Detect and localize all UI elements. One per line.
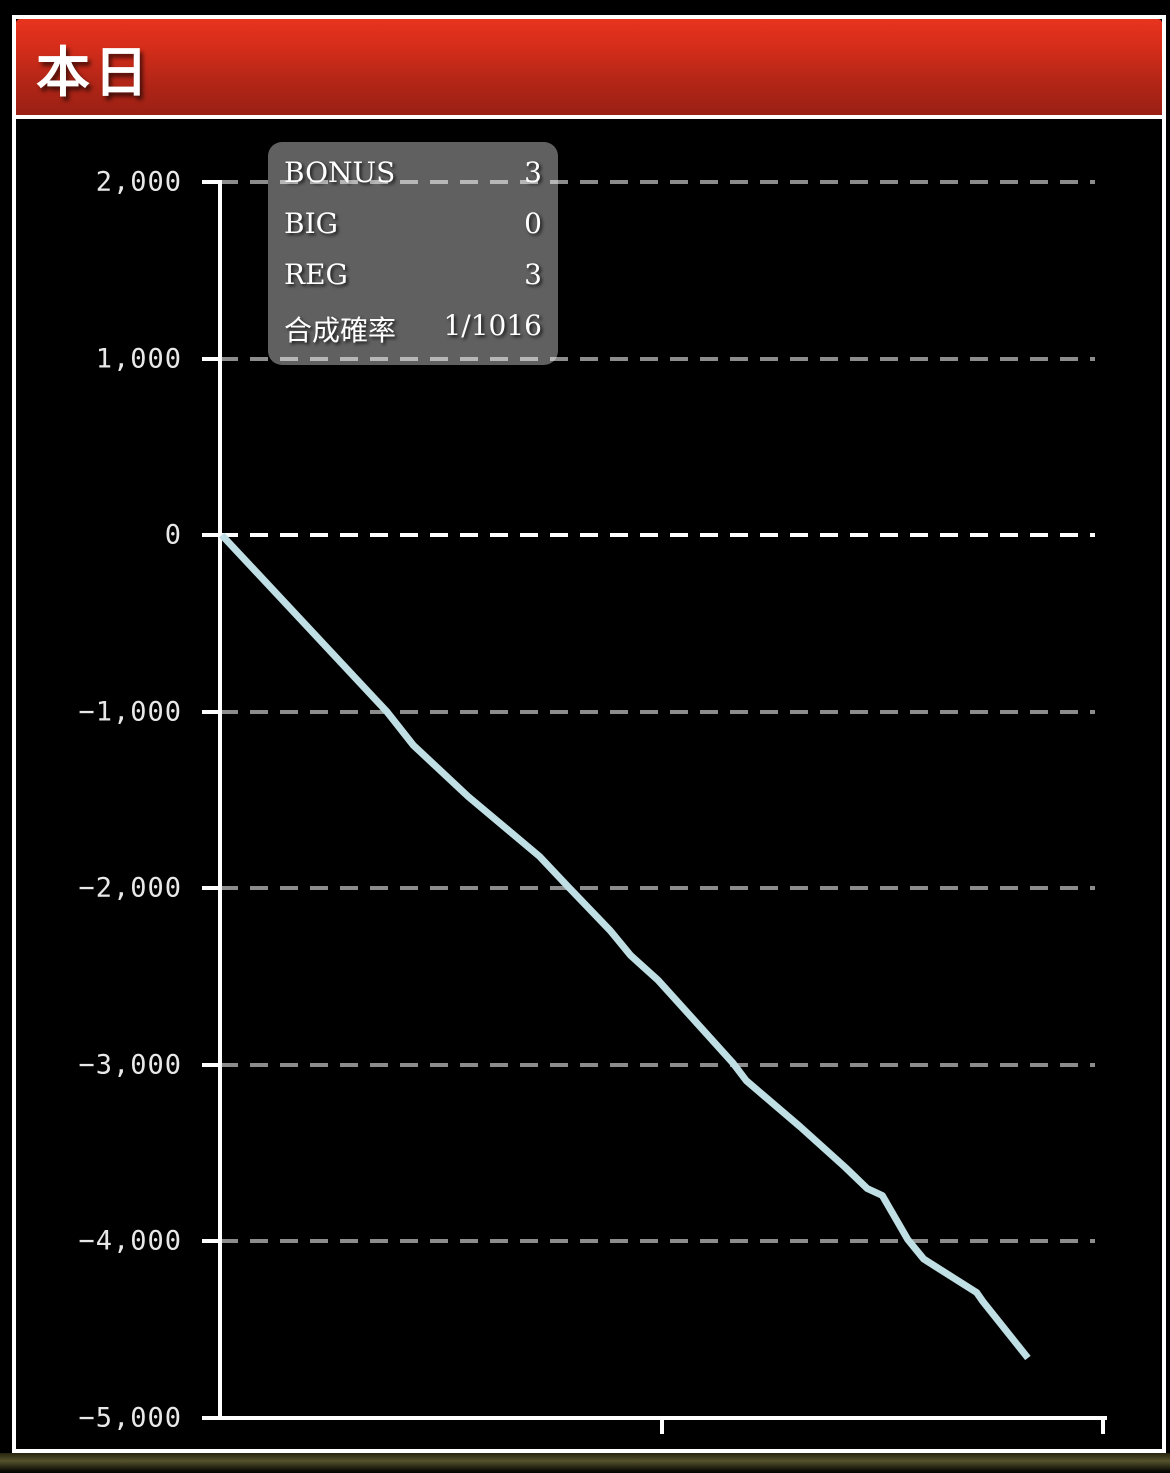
gridline [220,1239,1095,1244]
y-axis-label: 0 [164,519,182,551]
y-axis-label: 1,000 [95,343,182,375]
gridline [220,180,1095,184]
y-axis-label: 2,000 [95,166,182,198]
x-axis-tick [1101,1420,1105,1434]
y-axis-tick [202,180,220,184]
y-axis-label: −2,000 [78,872,182,904]
x-axis-tick [659,1420,664,1434]
stat-row: REG 3 [284,258,542,291]
slump-line-chart [219,532,1031,1361]
y-axis-tick [202,709,220,714]
stat-row: BIG 0 [284,207,542,240]
y-axis-label: −4,000 [78,1225,182,1257]
slump-line [219,532,1031,1361]
y-axis-line [218,180,222,1420]
stat-value: 0 [524,207,542,240]
y-axis-tick [202,1416,220,1420]
y-axis-tick [202,356,220,361]
stat-value: 3 [524,258,542,291]
gridline [220,1062,1095,1067]
bonus-stats-box: BONUS 3 BIG 0 REG 3 合成確率 1/1016 [268,142,558,365]
stat-label: BIG [284,207,339,240]
y-axis-label: −1,000 [78,696,182,728]
header-bar: 本日 [16,19,1162,119]
y-axis-label: −3,000 [78,1049,182,1081]
y-axis-tick [202,1239,220,1244]
chart-plot: BONUS 3 BIG 0 REG 3 合成確率 1/1016 2,000 1,000 0 −1,0… [16,119,1162,1449]
zero-gridline [220,533,1095,538]
y-axis-tick [202,886,220,891]
stat-row: 合成確率 1/1016 [284,309,542,349]
page-title: 本日 [36,39,152,104]
y-axis-tick [202,1062,220,1067]
stat-value: 1/1016 [443,309,542,342]
gridline [220,886,1095,891]
x-axis-line [218,1416,1107,1420]
stat-label: REG [284,258,348,291]
bottom-glow [0,1453,1170,1473]
y-axis-tick [202,533,220,538]
y-axis-label: −5,000 [78,1402,182,1434]
gridline [220,356,1095,361]
stat-label: 合成確率 [284,314,397,347]
gridline [220,709,1095,714]
main-panel: 本日 BONUS 3 BIG 0 REG 3 合成確率 1/1016 2,000 1,000 0−… [12,15,1166,1453]
